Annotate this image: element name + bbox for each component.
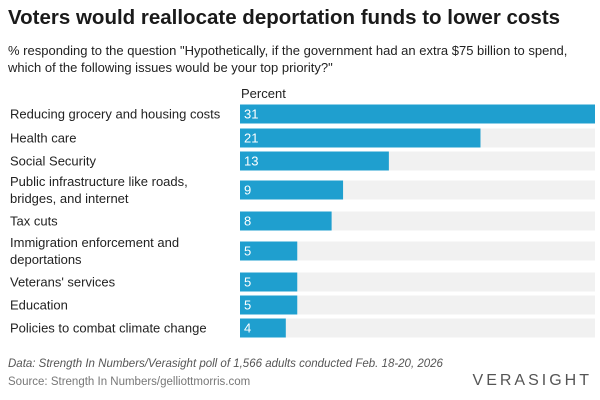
category-label: Immigration enforcement and bbox=[10, 235, 179, 250]
bar bbox=[240, 318, 286, 338]
category-label: Policies to combat climate change bbox=[10, 321, 207, 336]
category-label: Veterans' services bbox=[10, 275, 116, 290]
bar bbox=[240, 151, 389, 171]
bar-value-label: 4 bbox=[244, 321, 251, 336]
bar-track bbox=[240, 272, 595, 292]
category-label: Education bbox=[10, 298, 68, 313]
category-label: Social Security bbox=[10, 154, 96, 169]
bar bbox=[240, 104, 595, 124]
bar-value-label: 5 bbox=[244, 298, 251, 313]
category-label: Public infrastructure like roads, bbox=[10, 174, 188, 189]
source-note: Source: Strength In Numbers/gelliottmorr… bbox=[8, 376, 251, 388]
bar-value-label: 21 bbox=[244, 131, 258, 146]
bar bbox=[240, 272, 298, 292]
bar-track bbox=[240, 295, 595, 315]
category-label: Tax cuts bbox=[10, 214, 58, 229]
bar-value-label: 9 bbox=[244, 183, 251, 198]
value-header: Percent bbox=[241, 86, 286, 101]
bar bbox=[240, 128, 481, 148]
bar bbox=[240, 295, 298, 315]
bar-value-label: 5 bbox=[244, 275, 251, 290]
chart-title: Voters would reallocate deportation fund… bbox=[8, 6, 561, 29]
category-label: deportations bbox=[10, 252, 82, 267]
data-note: Data: Strength In Numbers/Verasight poll… bbox=[8, 358, 443, 370]
category-label: Health care bbox=[10, 131, 76, 146]
category-label: Reducing grocery and housing costs bbox=[10, 107, 221, 122]
bar bbox=[240, 211, 332, 231]
bar bbox=[240, 180, 344, 200]
bar bbox=[240, 241, 298, 261]
bar-value-label: 31 bbox=[244, 107, 258, 122]
category-label: bridges, and internet bbox=[10, 191, 129, 206]
bar-value-label: 13 bbox=[244, 154, 258, 169]
bar-value-label: 8 bbox=[244, 214, 251, 229]
bar-track bbox=[240, 241, 595, 261]
verasight-logo: VERASIGHT bbox=[472, 372, 592, 389]
chart-subtitle: % responding to the question "Hypothetic… bbox=[8, 43, 568, 75]
bar-value-label: 5 bbox=[244, 244, 251, 259]
bar-track bbox=[240, 318, 595, 338]
